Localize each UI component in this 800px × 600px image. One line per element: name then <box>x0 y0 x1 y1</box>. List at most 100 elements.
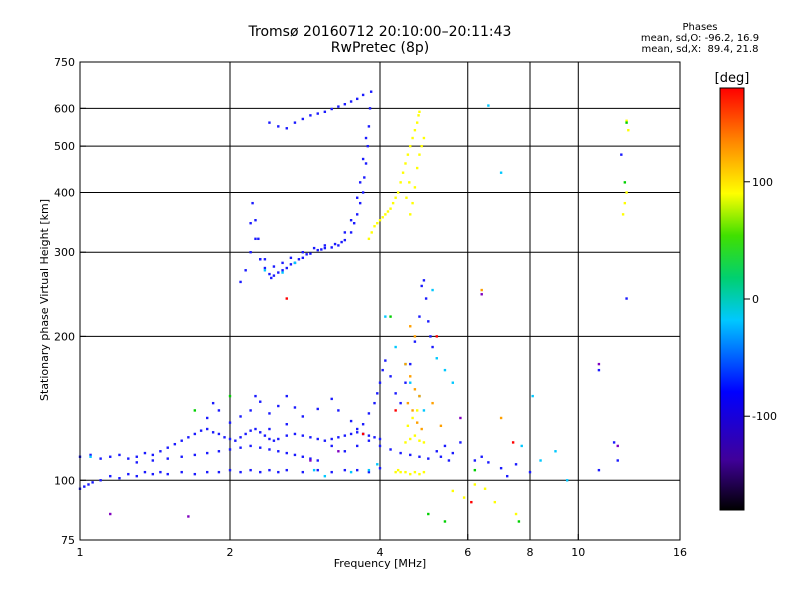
data-point <box>316 459 319 462</box>
data-point <box>277 125 280 128</box>
data-point <box>422 470 426 474</box>
data-point <box>404 362 407 366</box>
data-point <box>409 144 412 148</box>
data-point <box>358 201 362 205</box>
data-point <box>462 496 466 499</box>
x-tick-label: 10 <box>571 546 585 559</box>
data-point <box>127 472 130 476</box>
data-point <box>413 335 417 338</box>
data-point <box>166 472 169 476</box>
data-point <box>355 213 359 216</box>
data-point <box>616 459 619 462</box>
data-point <box>361 93 365 97</box>
data-point <box>424 297 428 300</box>
data-point <box>151 459 155 462</box>
data-point <box>159 450 162 453</box>
data-point <box>272 274 276 277</box>
data-point <box>443 444 447 448</box>
data-point <box>285 394 288 398</box>
data-point <box>369 90 373 93</box>
x-axis-label: Frequency [MHz] <box>334 557 426 570</box>
data-point <box>249 251 252 254</box>
data-point <box>309 459 312 462</box>
data-point <box>87 483 90 486</box>
data-point <box>228 448 232 451</box>
data-point <box>249 468 252 472</box>
data-point <box>422 441 426 444</box>
data-point <box>309 457 312 460</box>
data-point <box>263 258 267 261</box>
data-point <box>277 404 280 408</box>
data-point <box>408 181 411 184</box>
data-point <box>418 472 421 476</box>
data-point <box>293 121 297 124</box>
colorbar-label: [deg] <box>715 71 750 86</box>
data-point <box>312 246 316 250</box>
data-point <box>254 237 257 241</box>
data-point <box>378 437 382 441</box>
data-point <box>520 444 523 448</box>
y-tick-label: 200 <box>54 330 75 343</box>
data-point <box>343 434 347 437</box>
data-point <box>281 269 284 272</box>
data-point <box>143 470 147 474</box>
data-point <box>361 432 365 436</box>
data-point <box>268 468 271 472</box>
y-axis: 75 100 200 300 400 500 600 750 <box>54 56 86 547</box>
data-point <box>435 450 438 453</box>
data-point <box>180 439 183 442</box>
data-point <box>199 429 203 432</box>
data-point <box>623 181 627 184</box>
data-point <box>323 246 327 250</box>
data-point <box>367 237 371 241</box>
data-point <box>413 186 417 189</box>
data-point <box>399 451 402 455</box>
data-point <box>99 479 102 482</box>
data-point <box>293 406 297 409</box>
data-point <box>249 409 252 412</box>
data-point <box>413 434 417 437</box>
data-point <box>330 246 333 249</box>
data-point <box>367 412 371 415</box>
data-point <box>293 432 297 436</box>
data-point <box>205 416 209 420</box>
data-point <box>514 463 518 466</box>
data-point <box>217 409 221 412</box>
data-point <box>217 450 221 453</box>
data-point <box>420 284 423 288</box>
data-point <box>355 97 359 101</box>
data-point <box>427 512 430 516</box>
data-point <box>193 409 197 412</box>
data-point <box>415 421 419 424</box>
colorbar-tick-label: -100 <box>752 410 777 423</box>
data-point <box>404 470 407 474</box>
data-point <box>337 105 340 108</box>
data-point <box>323 474 327 478</box>
data-point <box>285 434 288 437</box>
data-point <box>361 191 365 194</box>
data-point <box>301 415 305 418</box>
data-point <box>301 256 305 260</box>
data-point <box>355 196 359 199</box>
data-point <box>435 335 438 338</box>
data-point <box>394 196 397 199</box>
data-point <box>405 196 408 199</box>
data-point <box>565 479 569 482</box>
data-point <box>386 210 390 213</box>
colorbar-tick-label: 0 <box>752 293 759 306</box>
data-point <box>409 375 412 378</box>
data-point <box>259 431 262 434</box>
data-point <box>239 470 242 474</box>
data-point <box>301 117 305 121</box>
data-point <box>259 258 262 261</box>
data-point <box>443 368 447 372</box>
data-point <box>451 451 455 455</box>
data-point <box>109 455 112 458</box>
data-point <box>411 136 414 140</box>
data-point <box>415 166 419 170</box>
chart-subtitle: RwPretec (8p) <box>330 40 430 56</box>
data-point <box>109 512 112 516</box>
data-point <box>91 481 94 484</box>
data-point <box>597 468 601 472</box>
data-point <box>268 272 271 276</box>
